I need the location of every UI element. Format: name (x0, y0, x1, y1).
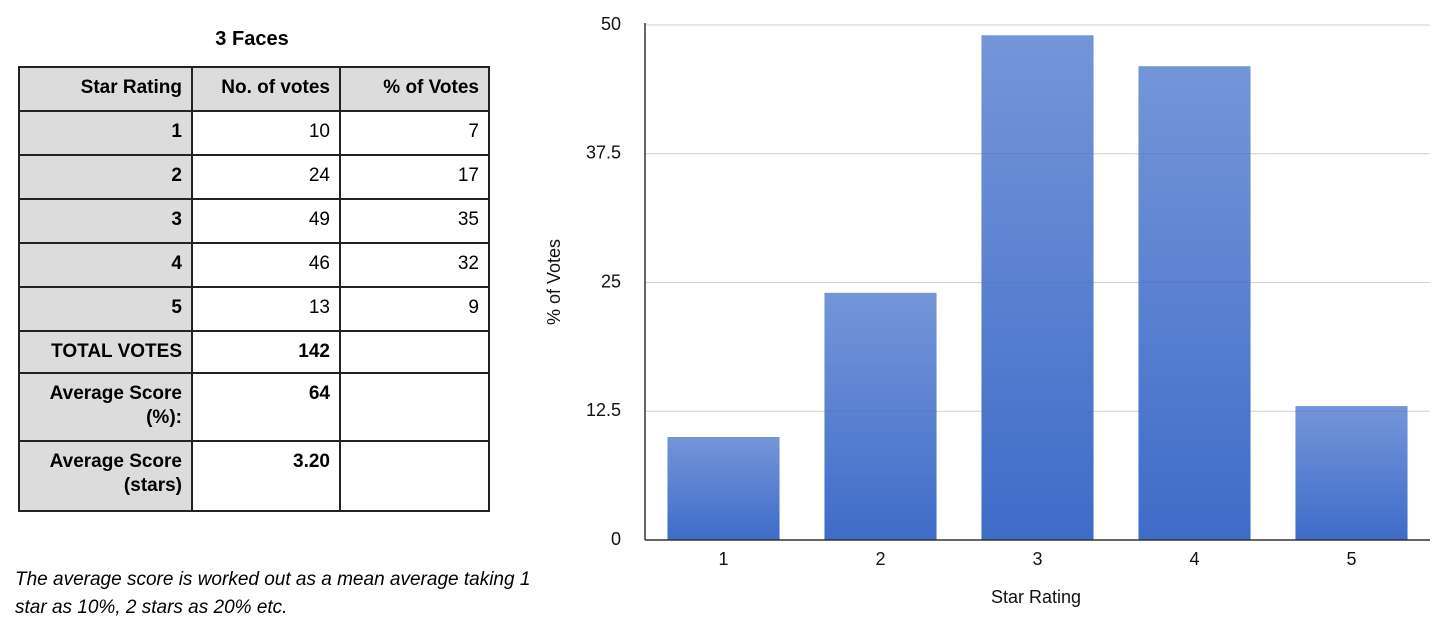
table-row: 2 24 17 (18, 154, 490, 200)
y-tick-label: 25 (601, 271, 621, 291)
bar (1295, 406, 1408, 540)
table-row: 1 10 7 (18, 110, 490, 156)
table-cell: No. of votes (191, 66, 341, 112)
table-row: 5 13 9 (18, 286, 490, 332)
table-row: 3 49 35 (18, 198, 490, 244)
x-tick-label: 1 (718, 549, 728, 569)
table-row: Average Score (%): 64 (18, 372, 490, 442)
bar (1138, 66, 1251, 540)
table-row: TOTAL VOTES 142 (18, 330, 490, 374)
table-cell: 5 (18, 286, 193, 332)
table-cell: Star Rating (18, 66, 193, 112)
y-tick-label: 12.5 (586, 400, 621, 420)
bar (824, 292, 937, 540)
table-cell: 7 (339, 110, 490, 156)
table-cell: 10 (191, 110, 341, 156)
table-row: 4 46 32 (18, 242, 490, 288)
table-cell: % of Votes (339, 66, 490, 112)
table-cell: 3 (18, 198, 193, 244)
table-row: Star Rating No. of votes% of Votes (18, 66, 490, 112)
table-cell: 32 (339, 242, 490, 288)
table-cell: 64 (191, 372, 341, 442)
table-row: Average Score (stars) 3.20 (18, 440, 490, 512)
bar (667, 437, 780, 540)
x-tick-label: 5 (1346, 549, 1356, 569)
table-cell: 13 (191, 286, 341, 332)
bar (981, 35, 1094, 541)
x-axis-title: Star Rating (991, 587, 1081, 607)
table-cell: 9 (339, 286, 490, 332)
table-cell: 1 (18, 110, 193, 156)
x-tick-label: 4 (1189, 549, 1199, 569)
table-cell: 3.20 (191, 440, 341, 512)
table-cell: Average Score (%): (18, 372, 193, 442)
table-cell: 24 (191, 154, 341, 200)
table-cell (339, 440, 490, 512)
table-cell: 49 (191, 198, 341, 244)
table-cell (339, 372, 490, 442)
y-tick-label: 0 (611, 529, 621, 549)
table-cell: 2 (18, 154, 193, 200)
table-cell (339, 330, 490, 374)
y-tick-label: 50 (601, 14, 621, 34)
x-tick-label: 2 (875, 549, 885, 569)
table-cell: 17 (339, 154, 490, 200)
table-cell: TOTAL VOTES (18, 330, 193, 374)
table-cell: 142 (191, 330, 341, 374)
ratings-table: Star Rating No. of votes% of Votes 1 10 7 2 24… (18, 66, 490, 512)
table-cell: 46 (191, 242, 341, 288)
table-title: 3 Faces (215, 28, 289, 50)
y-tick-label: 37.5 (586, 143, 621, 163)
table-cell: 35 (339, 198, 490, 244)
x-tick-label: 3 (1032, 549, 1042, 569)
table-cell: 4 (18, 242, 193, 288)
table-cell: Average Score (stars) (18, 440, 193, 512)
note: The average score is worked out as a mea… (15, 569, 531, 618)
y-axis-title: % of Votes (544, 239, 564, 325)
